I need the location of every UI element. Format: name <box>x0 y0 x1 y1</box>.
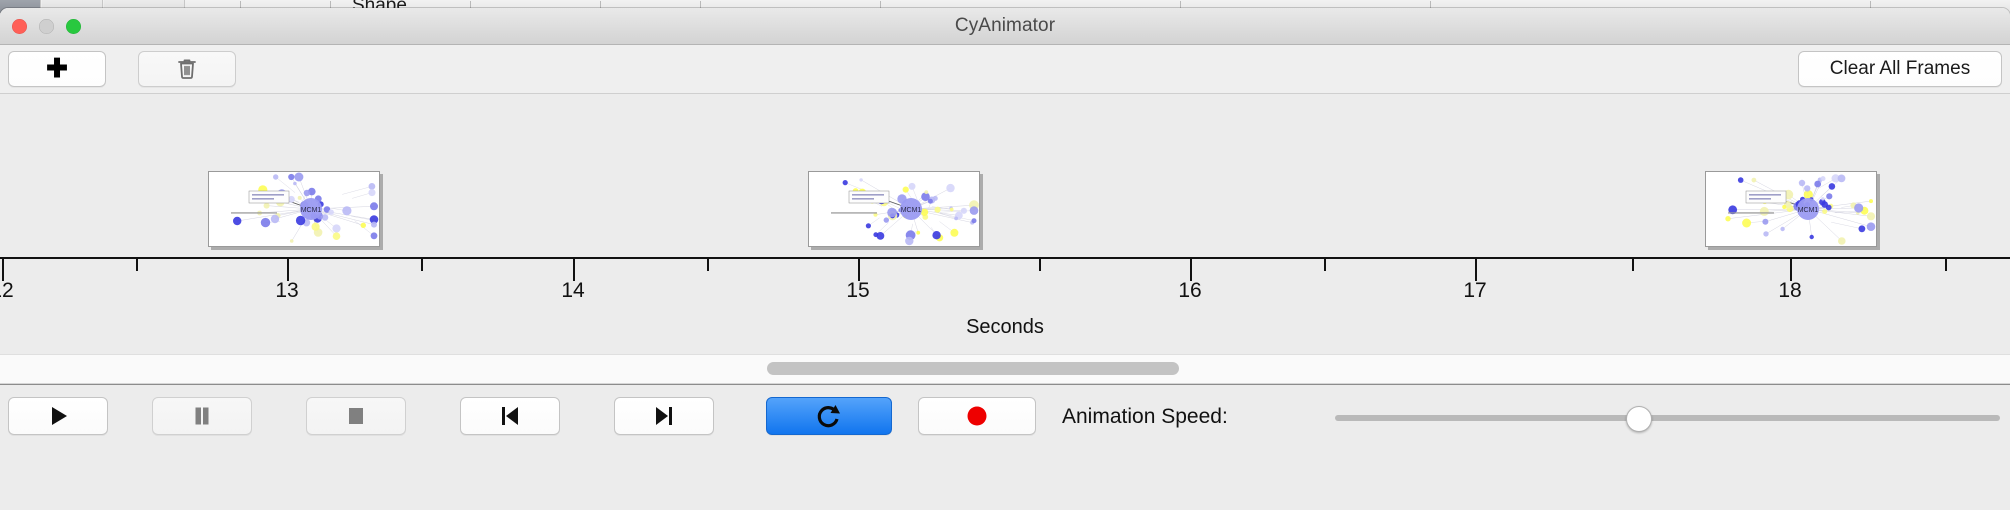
ruler-tick-label: 16 <box>1178 279 1202 302</box>
skip-to-start-button[interactable] <box>460 397 560 435</box>
skip-backward-icon <box>497 403 523 429</box>
play-button[interactable] <box>8 397 108 435</box>
plus-icon: ✚ <box>46 53 68 83</box>
ruler-tick-label: 13 <box>275 279 299 302</box>
loop-icon <box>815 402 843 430</box>
minimize-button[interactable] <box>39 19 54 34</box>
pause-icon <box>189 403 215 429</box>
ruler-tick-major <box>287 259 289 281</box>
ruler-tick-major <box>1790 259 1792 281</box>
ruler-tick-major <box>858 259 860 281</box>
stop-icon <box>343 403 369 429</box>
delete-frame-button[interactable] <box>138 51 236 87</box>
toolbar: ✚ Clear All Frames <box>0 45 2010 94</box>
ruler-tick-label: 14 <box>561 279 585 302</box>
ruler-tick-minor <box>136 259 138 271</box>
play-icon <box>45 403 71 429</box>
title-bar: CyAnimator <box>0 8 2010 45</box>
ruler-tick-minor <box>421 259 423 271</box>
ruler-tick-label: 18 <box>1778 279 1802 302</box>
frame-thumbnail-1[interactable]: MCM1 <box>208 171 380 247</box>
window-title: CyAnimator <box>954 15 1056 36</box>
ruler-tick-major <box>1190 259 1192 281</box>
ruler-tick-major <box>1475 259 1477 281</box>
horizontal-scrollbar[interactable] <box>0 354 2010 384</box>
ruler-tick-major <box>2 259 4 281</box>
ruler-tick-minor <box>1324 259 1326 271</box>
svg-text:MCM1: MCM1 <box>301 207 322 214</box>
traffic-light-group <box>12 19 81 34</box>
ruler-tick-minor <box>1945 259 1947 271</box>
network-graph-preview: MCM1 <box>809 172 979 246</box>
timeline-ruler[interactable]: 12 13 14 15 16 17 18 <box>0 257 2010 317</box>
stop-button[interactable] <box>306 397 406 435</box>
skip-forward-icon <box>651 403 677 429</box>
record-icon <box>964 403 990 429</box>
network-graph-preview: MCM1 <box>1706 172 1876 246</box>
network-graph-preview: MCM1 <box>209 172 379 246</box>
frame-thumbnail-2[interactable]: MCM1 <box>808 171 980 247</box>
ruler-tick-minor <box>707 259 709 271</box>
close-button[interactable] <box>12 19 27 34</box>
frame-thumbnail-3[interactable]: MCM1 <box>1705 171 1877 247</box>
trash-icon <box>176 57 198 81</box>
ruler-tick-label: 15 <box>846 279 870 302</box>
frame-track[interactable]: MCM1 MCM1 MCM1 <box>0 94 2010 254</box>
animation-speed-slider-track[interactable] <box>1335 415 2000 421</box>
svg-text:MCM1: MCM1 <box>901 207 922 214</box>
animation-speed-label: Animation Speed: <box>1062 405 1228 428</box>
ruler-tick-minor <box>1039 259 1041 271</box>
animation-speed-slider-thumb[interactable] <box>1626 406 1652 432</box>
skip-to-end-button[interactable] <box>614 397 714 435</box>
zoom-button[interactable] <box>66 19 81 34</box>
clear-all-frames-label: Clear All Frames <box>1829 58 1971 79</box>
axis-title: Seconds <box>966 316 1044 338</box>
scrollbar-thumb[interactable] <box>767 362 1179 375</box>
clear-all-frames-button[interactable]: Clear All Frames <box>1798 51 2002 87</box>
pause-button[interactable] <box>152 397 252 435</box>
timeline-panel[interactable]: MCM1 MCM1 MCM1 12 13 14 15 16 17 18 Seconds <box>0 94 2010 384</box>
add-frame-button[interactable]: ✚ <box>8 51 106 87</box>
ruler-tick-major <box>573 259 575 281</box>
loop-button[interactable] <box>766 397 892 435</box>
record-button[interactable] <box>918 397 1036 435</box>
ruler-tick-minor <box>1632 259 1634 271</box>
playback-control-bar: Animation Speed: <box>0 384 2010 451</box>
ruler-baseline <box>0 257 2010 259</box>
cyanimator-window: CyAnimator ✚ Clear All Frames <box>0 8 2010 510</box>
svg-text:MCM1: MCM1 <box>1798 207 1819 214</box>
ruler-tick-label: 17 <box>1463 279 1487 302</box>
ruler-tick-label: 12 <box>0 279 14 302</box>
